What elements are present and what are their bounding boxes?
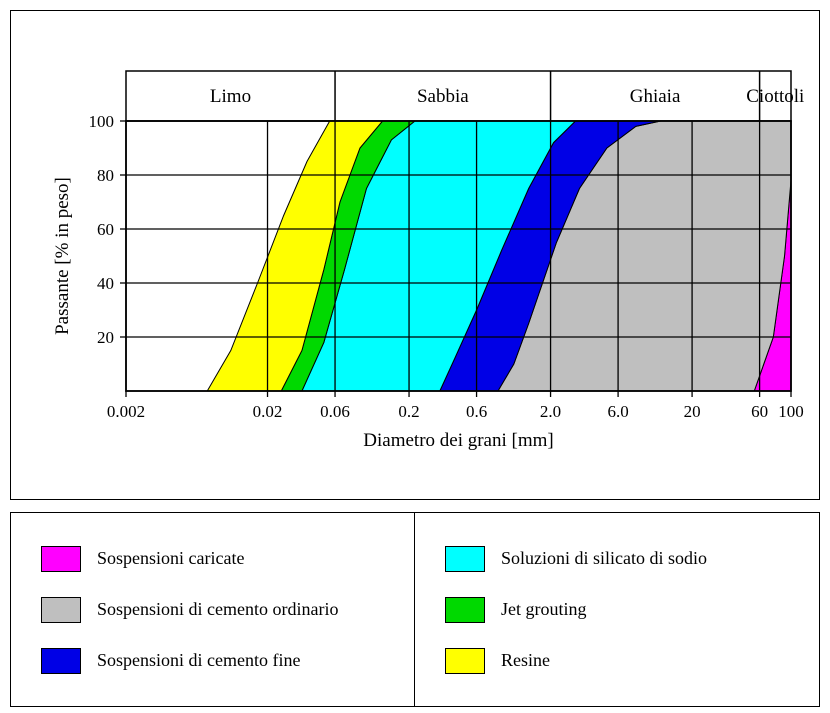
legend-label: Soluzioni di silicato di sodio [501, 548, 707, 569]
svg-text:100: 100 [89, 112, 115, 131]
grading-chart: Limo Sabbia Ghiaia Ciottoli 0.002 0.02 0.06 0.2… [11, 11, 821, 501]
legend-label: Sospensioni caricate [97, 548, 244, 569]
chart-frame: Limo Sabbia Ghiaia Ciottoli 0.002 0.02 0.06 0.2… [10, 10, 820, 500]
svg-text:Limo: Limo [210, 86, 251, 107]
legend-swatch [41, 597, 81, 623]
legend-label: Sospensioni di cemento ordinario [97, 599, 338, 620]
legend-label: Sospensioni di cemento fine [97, 650, 300, 671]
legend-swatch [445, 546, 485, 572]
legend-label: Resine [501, 650, 550, 671]
legend-swatch [41, 546, 81, 572]
svg-text:Diametro dei grani [mm]: Diametro dei grani [mm] [363, 430, 553, 451]
legend-swatch [445, 648, 485, 674]
svg-text:0.6: 0.6 [466, 402, 487, 421]
svg-text:Ciottoli: Ciottoli [746, 86, 804, 107]
svg-text:60: 60 [751, 402, 768, 421]
svg-text:80: 80 [97, 166, 114, 185]
svg-text:6.0: 6.0 [607, 402, 628, 421]
svg-text:2.0: 2.0 [540, 402, 561, 421]
legend-swatch [41, 648, 81, 674]
legend-frame: Sospensioni caricate Sospensioni di ceme… [10, 512, 820, 707]
svg-text:Ghiaia: Ghiaia [630, 86, 681, 107]
svg-text:0.002: 0.002 [107, 402, 145, 421]
legend-item: Resine [445, 648, 799, 674]
legend-label: Jet grouting [501, 599, 587, 620]
svg-text:20: 20 [684, 402, 701, 421]
svg-text:60: 60 [97, 220, 114, 239]
legend-column-left: Sospensioni caricate Sospensioni di ceme… [11, 513, 415, 706]
svg-text:20: 20 [97, 328, 114, 347]
legend-item: Sospensioni caricate [41, 546, 394, 572]
page: Limo Sabbia Ghiaia Ciottoli 0.002 0.02 0.06 0.2… [0, 0, 830, 713]
svg-text:Sabbia: Sabbia [417, 86, 469, 107]
legend-item: Jet grouting [445, 597, 799, 623]
svg-text:Passante [% in peso]: Passante [% in peso] [52, 177, 73, 335]
svg-text:100: 100 [778, 402, 804, 421]
legend-swatch [445, 597, 485, 623]
legend-item: Sospensioni di cemento fine [41, 648, 394, 674]
legend-item: Soluzioni di silicato di sodio [445, 546, 799, 572]
legend-item: Sospensioni di cemento ordinario [41, 597, 394, 623]
svg-text:40: 40 [97, 274, 114, 293]
svg-text:0.02: 0.02 [253, 402, 283, 421]
svg-text:0.2: 0.2 [398, 402, 419, 421]
svg-text:0.06: 0.06 [320, 402, 350, 421]
legend-column-right: Soluzioni di silicato di sodio Jet grout… [415, 513, 819, 706]
